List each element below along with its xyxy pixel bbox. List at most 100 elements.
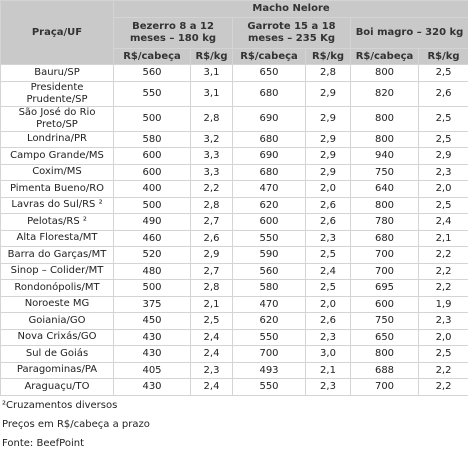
- table-row: Bauru/SP 560 3,1 650 2,8 800 2,5: [0, 64, 468, 82]
- value-cell: 2,3: [305, 328, 351, 346]
- value-cell: 2,1: [305, 361, 351, 379]
- value-cell: 480: [113, 262, 191, 280]
- value-cell: 2,4: [190, 378, 233, 396]
- value-cell: 400: [113, 180, 191, 198]
- value-cell: 2,4: [190, 328, 233, 346]
- value-cell: 700: [350, 262, 419, 280]
- table-row: Sinop – Colider/MT 480 2,7 560 2,4 700 2,2: [0, 262, 468, 280]
- value-cell: 550: [232, 378, 306, 396]
- value-cell: 680: [232, 80, 306, 107]
- value-cell: 470: [232, 295, 306, 313]
- note: Fonte: BeefPoint: [2, 437, 84, 449]
- value-cell: 520: [113, 246, 191, 264]
- value-cell: 2,6: [190, 229, 233, 247]
- note: Preços em R$/cabeça a prazo: [2, 418, 150, 430]
- table-row: Noroeste MG 375 2,1 470 2,0 600 1,9: [0, 295, 468, 313]
- place-cell: Alta Floresta/MT: [0, 229, 114, 247]
- value-cell: 800: [350, 345, 419, 363]
- place-cell: Nova Crixás/GO: [0, 328, 114, 346]
- value-cell: 560: [232, 262, 306, 280]
- value-cell: 2,5: [305, 246, 351, 264]
- value-cell: 750: [350, 312, 419, 330]
- value-cell: 2,7: [190, 262, 233, 280]
- value-cell: 2,9: [190, 246, 233, 264]
- unit-header: R$/cabeça: [113, 47, 191, 65]
- value-cell: 800: [350, 64, 419, 82]
- value-cell: 690: [232, 105, 306, 132]
- value-cell: 650: [232, 64, 306, 82]
- value-cell: 2,9: [305, 147, 351, 165]
- price-table: Praça/UF Macho Nelore Bezerro 8 a 12 mes…: [0, 0, 468, 396]
- value-cell: 500: [113, 196, 191, 214]
- value-cell: 2,4: [417, 213, 468, 231]
- table-row: Nova Crixás/GO 430 2,4 550 2,3 650 2,0: [0, 328, 468, 346]
- value-cell: 2,3: [305, 229, 351, 247]
- unit-header: R$/cabeça: [350, 47, 419, 65]
- value-cell: 680: [232, 163, 306, 181]
- value-cell: 3,3: [190, 147, 233, 165]
- value-cell: 500: [113, 279, 191, 297]
- value-cell: 2,9: [305, 130, 351, 148]
- value-cell: 600: [232, 213, 306, 231]
- value-cell: 2,8: [190, 105, 233, 132]
- place-cell: Noroeste MG: [0, 295, 114, 313]
- value-cell: 470: [232, 180, 306, 198]
- value-cell: 650: [350, 328, 419, 346]
- value-cell: 2,2: [417, 361, 468, 379]
- value-cell: 430: [113, 378, 191, 396]
- unit-header: R$/kg: [190, 47, 233, 65]
- value-cell: 3,0: [305, 345, 351, 363]
- place-cell: Coxim/MS: [0, 163, 114, 181]
- value-cell: 3,3: [190, 163, 233, 181]
- value-cell: 2,0: [305, 295, 351, 313]
- unit-header: R$/kg: [417, 47, 468, 65]
- value-cell: 695: [350, 279, 419, 297]
- value-cell: 2,3: [417, 312, 468, 330]
- value-cell: 2,2: [417, 262, 468, 280]
- value-cell: 2,5: [190, 312, 233, 330]
- place-cell: Bauru/SP: [0, 64, 114, 82]
- value-cell: 2,5: [417, 345, 468, 363]
- value-cell: 2,9: [305, 163, 351, 181]
- value-cell: 2,8: [190, 196, 233, 214]
- value-cell: 2,3: [305, 378, 351, 396]
- value-cell: 2,9: [305, 105, 351, 132]
- value-cell: 580: [232, 279, 306, 297]
- value-cell: 2,5: [417, 64, 468, 82]
- table-row: Goiania/GO 450 2,5 620 2,6 750 2,3: [0, 312, 468, 330]
- place-cell: São José do Rio Preto/SP: [0, 105, 114, 132]
- value-cell: 800: [350, 130, 419, 148]
- table-row: Paragominas/PA 405 2,3 493 2,1 688 2,2: [0, 361, 468, 379]
- table-row: Araguaçu/TO 430 2,4 550 2,3 700 2,2: [0, 378, 468, 396]
- value-cell: 2,0: [417, 328, 468, 346]
- corner-header: Praça/UF: [0, 0, 114, 65]
- value-cell: 2,8: [305, 64, 351, 82]
- table-row: Presidente Prudente/SP 550 3,1 680 2,9 820 2,6: [0, 80, 468, 107]
- value-cell: 500: [113, 105, 191, 132]
- value-cell: 2,5: [417, 196, 468, 214]
- value-cell: 940: [350, 147, 419, 165]
- value-cell: 2,9: [305, 80, 351, 107]
- value-cell: 2,2: [417, 378, 468, 396]
- place-cell: Lavras do Sul/RS ²: [0, 196, 114, 214]
- place-cell: Londrina/PR: [0, 130, 114, 148]
- value-cell: 600: [113, 163, 191, 181]
- notes: ²Cruzamentos diversos Preços em R$/cabeça…: [0, 399, 468, 453]
- value-cell: 2,7: [190, 213, 233, 231]
- value-cell: 2,2: [417, 246, 468, 264]
- table-row: Lavras do Sul/RS ² 500 2,8 620 2,6 800 2,5: [0, 196, 468, 214]
- value-cell: 2,2: [190, 180, 233, 198]
- value-cell: 600: [113, 147, 191, 165]
- subgroup-header: Boi magro – 320 kg: [349, 16, 468, 49]
- place-cell: Rondonópolis/MT: [0, 279, 114, 297]
- unit-header: R$/kg: [305, 47, 351, 65]
- subgroup-header: Bezerro 8 a 12 meses – 180 kg: [113, 16, 233, 49]
- value-cell: 620: [232, 312, 306, 330]
- value-cell: 550: [232, 328, 306, 346]
- table-row: Sul de Goiás 430 2,4 700 3,0 800 2,5: [0, 345, 468, 363]
- value-cell: 405: [113, 361, 191, 379]
- value-cell: 640: [350, 180, 419, 198]
- table-row: Campo Grande/MS 600 3,3 690 2,9 940 2,9: [0, 147, 468, 165]
- value-cell: 700: [350, 246, 419, 264]
